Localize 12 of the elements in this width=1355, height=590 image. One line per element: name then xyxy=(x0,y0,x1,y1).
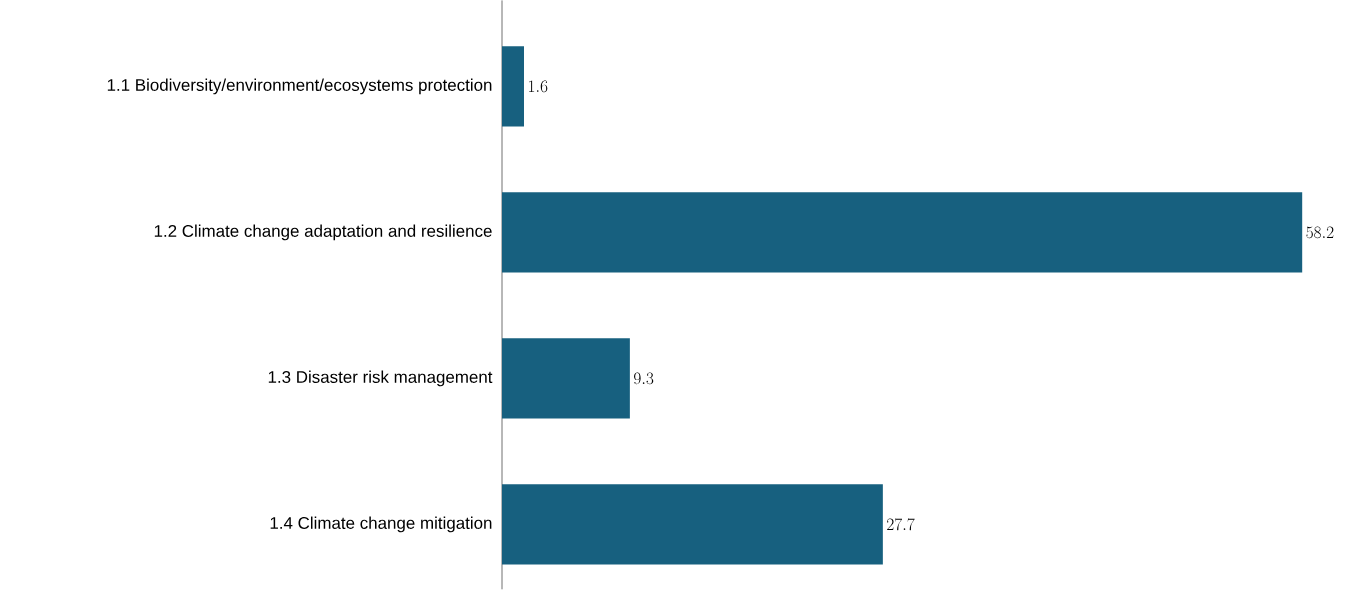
data-label: 9.3 xyxy=(634,372,654,385)
y-tick-label: 1.2 Climate change adaptation and resilience xyxy=(154,224,492,241)
bar xyxy=(502,484,883,565)
bar xyxy=(502,338,630,419)
y-tick-label: 1.3 Disaster risk management xyxy=(268,370,493,387)
data-label: 1 .6 xyxy=(529,80,548,93)
bar xyxy=(502,46,524,127)
data-label: 58.2 xyxy=(1306,226,1334,239)
data-label: 27.7 xyxy=(887,518,915,531)
bar xyxy=(502,192,1303,273)
y-tick-label: 1.1 Biodiversity/environment/ecosystems protection xyxy=(107,78,492,95)
y-tick-label: 1.4 Climate change mitigation xyxy=(270,516,492,533)
